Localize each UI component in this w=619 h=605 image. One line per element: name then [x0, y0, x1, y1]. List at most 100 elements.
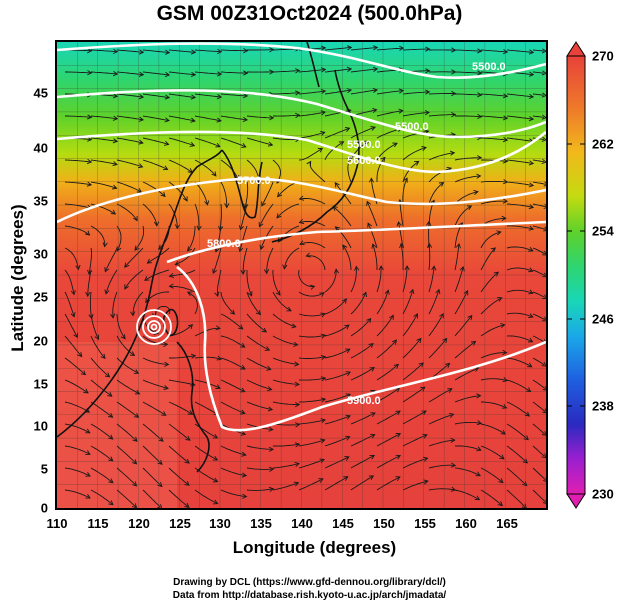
streamline-arrowhead: [86, 158, 93, 165]
streamline: [298, 419, 326, 425]
streamline-arrowhead: [395, 476, 401, 481]
streamline-arrowhead: [528, 225, 534, 231]
streamline-arrowhead: [276, 213, 282, 219]
streamline: [168, 71, 196, 76]
contour-label: 5700.0: [237, 175, 271, 187]
streamline-arrowhead: [276, 192, 283, 198]
streamline: [402, 434, 428, 447]
streamline: [194, 115, 222, 122]
streamline-arrowhead: [413, 313, 418, 319]
streamline: [272, 70, 300, 73]
streamline: [299, 198, 326, 205]
streamline: [298, 459, 325, 469]
streamline: [168, 203, 178, 229]
streamline-arrowhead: [317, 147, 324, 153]
streamline: [506, 49, 534, 53]
streamline: [480, 231, 501, 249]
streamline: [246, 115, 274, 119]
streamline: [428, 182, 444, 205]
streamline-arrowhead: [241, 143, 247, 148]
streamline: [506, 246, 533, 252]
streamline-arrowhead: [398, 108, 404, 114]
streamline: [90, 137, 118, 142]
streamline: [116, 225, 122, 252]
streamline-arrowhead: [211, 171, 217, 177]
streamline-arrowhead: [164, 117, 170, 123]
streamline: [142, 401, 167, 416]
streamline: [506, 267, 533, 272]
streamline-arrowhead: [158, 436, 164, 442]
streamline-arrowhead: [341, 298, 347, 304]
streamline: [532, 313, 546, 321]
streamline: [366, 201, 378, 227]
streamline-arrowhead: [333, 268, 340, 274]
streamline-arrowhead: [163, 384, 169, 390]
streamline-arrowhead: [421, 410, 427, 416]
streamline: [246, 467, 274, 470]
streamline: [428, 266, 435, 293]
streamline: [342, 244, 352, 271]
streamline-arrowhead: [320, 376, 327, 382]
streamline-arrowhead: [541, 158, 546, 165]
streamline: [506, 289, 533, 294]
streamline-arrowhead: [346, 66, 353, 72]
streamline: [134, 225, 145, 251]
warm-patch: [57, 342, 177, 508]
streamline-arrowhead: [108, 500, 114, 506]
streamline: [220, 489, 247, 498]
streamline-arrowhead: [542, 499, 546, 504]
streamline: [428, 313, 444, 337]
streamline-arrowhead: [216, 94, 223, 100]
streamline-arrowhead: [542, 272, 546, 278]
streamline-arrowhead: [346, 88, 353, 94]
streamline: [350, 266, 357, 293]
streamline-arrowhead: [131, 503, 138, 508]
streamline: [90, 313, 99, 340]
streamline-arrowhead: [474, 495, 481, 501]
streamline-arrowhead: [238, 324, 244, 330]
streamline: [376, 90, 404, 95]
streamline-arrowhead: [138, 71, 145, 77]
streamline: [64, 159, 92, 163]
streamline-arrowhead: [112, 115, 119, 121]
colorbar-tick: 246: [592, 311, 614, 327]
streamline-arrowhead: [240, 364, 246, 370]
x-tick: 160: [455, 516, 477, 531]
streamline-arrowhead: [502, 349, 508, 356]
streamline-arrowhead: [523, 435, 529, 441]
streamline: [90, 423, 113, 440]
streamline-arrowhead: [240, 430, 247, 436]
streamline-arrowhead: [541, 431, 546, 436]
contour-labels: 5500.0 5500.0 5500.0 5600.0 5700.0 5800.…: [207, 61, 506, 407]
streamline-arrowhead: [404, 265, 410, 271]
streamline-arrowhead: [541, 70, 546, 76]
streamline: [64, 467, 91, 477]
y-tick: 10: [33, 418, 48, 434]
streamline: [194, 49, 222, 53]
streamline-arrowhead: [266, 386, 273, 392]
streamline-arrowhead: [242, 116, 249, 123]
streamline: [324, 393, 351, 403]
streamline: [142, 489, 161, 508]
streamline-arrowhead: [255, 309, 262, 316]
streamline: [376, 315, 394, 337]
streamline-arrowhead: [185, 435, 191, 441]
streamline: [347, 156, 352, 183]
streamline: [402, 457, 428, 469]
streamline-arrowhead: [393, 363, 400, 369]
coast-philippines: [176, 341, 210, 473]
streamline-arrowhead: [502, 198, 509, 204]
streamline-arrowhead: [295, 422, 301, 428]
colorbar-top-arrow: [566, 41, 586, 57]
streamline: [64, 379, 89, 394]
streamline: [261, 181, 274, 207]
streamline-arrowhead: [344, 456, 350, 461]
streamline: [350, 434, 375, 447]
streamline: [283, 247, 300, 269]
streamline: [194, 137, 221, 148]
streamline: [402, 410, 427, 425]
streamline-arrowhead: [120, 334, 126, 340]
streamline: [480, 297, 503, 315]
streamline: [272, 423, 300, 426]
streamline-arrowhead: [354, 265, 360, 271]
